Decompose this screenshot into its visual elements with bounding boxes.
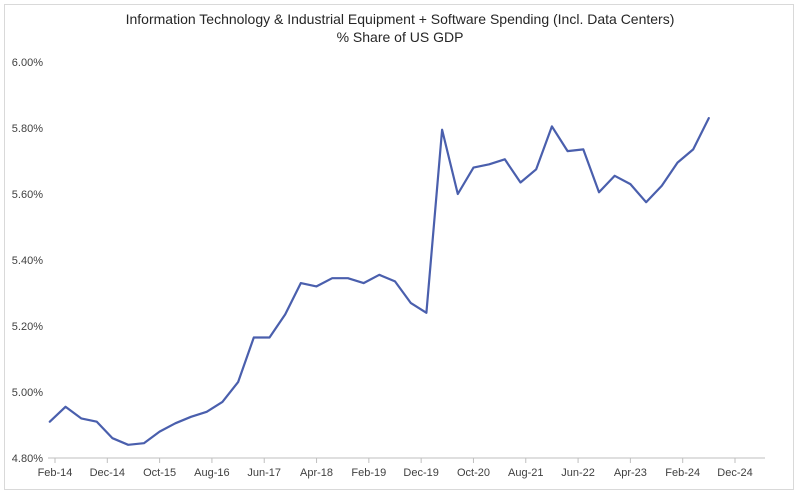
series-line — [48, 117, 710, 446]
y-axis-labels: 4.80% 5.00% 5.20% 5.40% 5.60% 5.80% 6.00% — [12, 57, 43, 465]
chart-frame — [4, 4, 794, 490]
chart-subtitle: % Share of US GDP — [336, 29, 464, 45]
x-tick-label: Dec-24 — [717, 467, 752, 479]
x-tick-label: Jun-22 — [561, 467, 595, 479]
x-tick-label: Oct-20 — [457, 467, 490, 479]
x-tick-label: Apr-18 — [300, 467, 333, 479]
y-tick-label: 5.40% — [12, 255, 43, 267]
x-tick-label: Aug-21 — [508, 467, 543, 479]
x-tick-label: Feb-19 — [351, 467, 386, 479]
x-tick-label: Aug-16 — [194, 467, 229, 479]
y-tick-label: 5.20% — [12, 321, 43, 333]
chart-title: Information Technology & Industrial Equi… — [125, 11, 675, 27]
y-tick-label: 5.60% — [12, 189, 43, 201]
chart-title-block: Information Technology & Industrial Equi… — [0, 10, 800, 46]
y-tick-label: 5.80% — [12, 123, 43, 135]
x-tick-label: Dec-19 — [403, 467, 438, 479]
x-axis-labels: Feb-14 Dec-14 Oct-15 Aug-16 Jun-17 Apr-18 Feb-… — [38, 467, 753, 479]
x-tick-label: Feb-24 — [665, 467, 700, 479]
y-tick-label: 5.00% — [12, 387, 43, 399]
x-tick-label: Feb-14 — [38, 467, 73, 479]
x-tick-label: Dec-14 — [90, 467, 125, 479]
x-axis-ticks — [54, 458, 736, 463]
y-tick-label: 4.80% — [12, 453, 43, 465]
x-tick-label: Oct-15 — [143, 467, 176, 479]
x-tick-label: Apr-23 — [614, 467, 647, 479]
y-tick-label: 6.00% — [12, 57, 43, 69]
x-tick-label: Jun-17 — [247, 467, 281, 479]
